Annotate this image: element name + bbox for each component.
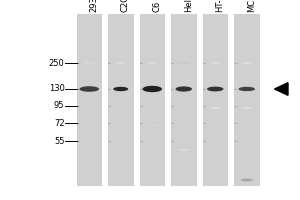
Ellipse shape [176, 86, 192, 92]
Text: C2C12: C2C12 [121, 0, 130, 12]
Text: C6: C6 [152, 1, 161, 12]
Text: 72: 72 [54, 118, 64, 128]
Bar [140, 14, 165, 186]
Ellipse shape [242, 107, 252, 109]
Ellipse shape [83, 62, 95, 64]
Bar [76, 14, 102, 186]
Ellipse shape [142, 86, 162, 92]
Text: HT-29: HT-29 [215, 0, 224, 12]
Ellipse shape [177, 62, 190, 64]
Text: 55: 55 [54, 136, 64, 146]
Ellipse shape [242, 62, 252, 64]
Ellipse shape [146, 111, 158, 113]
Ellipse shape [116, 62, 126, 64]
Text: 293: 293 [89, 0, 98, 12]
Ellipse shape [241, 179, 253, 181]
Text: 130: 130 [49, 84, 64, 93]
Bar [171, 14, 196, 186]
Ellipse shape [147, 124, 158, 126]
Text: 250: 250 [49, 58, 64, 68]
Ellipse shape [147, 62, 158, 64]
Bar [108, 14, 134, 186]
Ellipse shape [178, 149, 189, 151]
Text: MCF-7: MCF-7 [247, 0, 256, 12]
Text: 95: 95 [54, 102, 64, 110]
Bar [202, 14, 228, 186]
Ellipse shape [210, 107, 220, 109]
Text: Hela: Hela [184, 0, 193, 12]
Ellipse shape [238, 87, 255, 91]
Polygon shape [274, 83, 288, 95]
Ellipse shape [113, 87, 128, 91]
Ellipse shape [80, 86, 99, 92]
Bar [234, 14, 260, 186]
Ellipse shape [207, 87, 224, 91]
Ellipse shape [210, 62, 220, 64]
